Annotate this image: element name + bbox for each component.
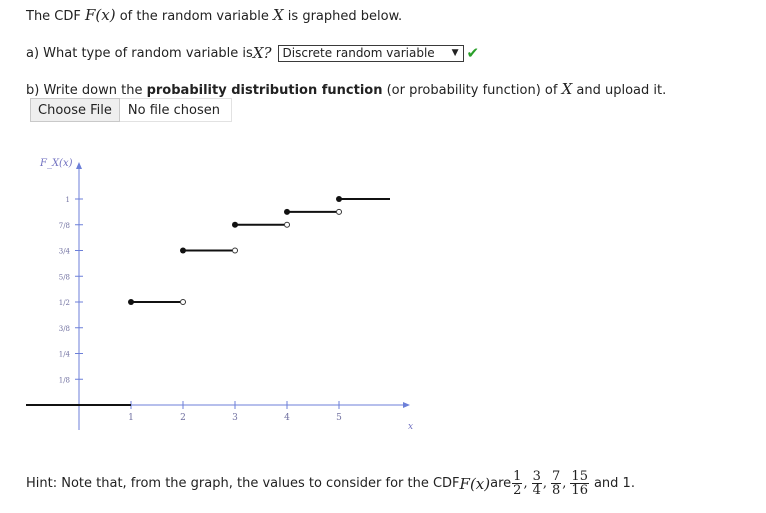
open-point (180, 299, 186, 305)
closed-point (180, 247, 186, 254)
x-tick-label: 3 (232, 413, 238, 423)
y-axis-label: F_X(x) (39, 158, 73, 169)
random-variable-symbol: X (272, 6, 284, 24)
question-a-mark: ? (263, 44, 272, 62)
y-tick-label: 1/2 (59, 299, 70, 307)
hint-suffix: and 1. (593, 476, 635, 491)
question-b-mid: (or probability function) of (382, 83, 562, 98)
select-value: Discrete random variable (282, 46, 435, 60)
question-b-prefix: b) Write down the (26, 83, 147, 98)
closed-point (336, 196, 342, 202)
x-axis-label: x (408, 422, 413, 432)
closed-point (128, 299, 134, 305)
y-tick-label: 7/8 (59, 222, 70, 230)
fraction-den: 4 (532, 483, 541, 498)
variable-type-select[interactable]: Discrete random variable ▼ (277, 44, 464, 62)
open-point (284, 221, 290, 228)
x-tick-label: 1 (128, 413, 134, 423)
fraction-den: 16 (571, 483, 588, 498)
chevron-down-icon: ▼ (451, 48, 459, 58)
question-b-bold: probability distribution function (146, 83, 383, 98)
closed-point (232, 221, 238, 228)
open-point (232, 247, 238, 254)
question-a-var: X (252, 44, 264, 62)
intro-suffix: is graphed below. (283, 9, 403, 24)
question-a: a) What type of random variable is X? Di… (26, 44, 479, 62)
file-status: No file chosen (119, 98, 232, 122)
fraction-num: 1 (512, 469, 523, 484)
intro-mid: of the random variable (115, 9, 273, 24)
closed-point (284, 208, 290, 215)
cdf-symbol: F(x) (85, 6, 116, 24)
cdf-graph: F_X(x) x 1 2 3 4 5 1/8 1/4 3/8 1/2 5/8 3/4 7/8 1 (26, 158, 413, 432)
question-b-suffix: and upload it. (572, 83, 667, 98)
y-axis-arrow-icon (76, 162, 82, 169)
fraction-den: 2 (513, 483, 522, 498)
y-tick-label: 3/8 (59, 325, 70, 333)
hint-prefix: Hint: Note that, from the graph, the val… (26, 476, 460, 491)
hint-mid: are (490, 476, 512, 491)
intro-text: The CDF F(x) of the random variable X is… (26, 6, 402, 24)
choose-file-button[interactable]: Choose File (30, 98, 120, 122)
question-b: b) Write down the probability distributi… (26, 80, 666, 98)
fraction-num: 3 (531, 469, 542, 484)
y-tick-label: 1/8 (59, 376, 70, 384)
y-tick-label: 1/4 (59, 351, 71, 359)
hint-cdf-symbol: F(x) (459, 474, 491, 493)
fraction-num: 15 (570, 469, 589, 484)
y-tick-label: 3/4 (59, 248, 71, 256)
file-upload: Choose File No file chosen (30, 98, 232, 122)
open-point (336, 208, 342, 215)
fraction-num: 7 (551, 469, 562, 484)
question-b-var: X (561, 80, 573, 98)
intro-prefix: The CDF (26, 9, 86, 24)
fraction-4: 15 16 (570, 470, 589, 497)
x-axis-arrow-icon (403, 402, 410, 408)
check-icon: ✔ (466, 44, 480, 62)
hint-text: Hint: Note that, from the graph, the val… (26, 469, 635, 498)
x-tick-label: 2 (180, 413, 186, 423)
question-a-text: a) What type of random variable is (26, 45, 253, 61)
y-tick-label: 1 (66, 196, 70, 204)
fraction-den: 8 (552, 483, 561, 498)
x-tick-label: 4 (284, 413, 290, 423)
x-tick-label: 5 (336, 413, 342, 423)
y-tick-label: 5/8 (59, 273, 70, 281)
